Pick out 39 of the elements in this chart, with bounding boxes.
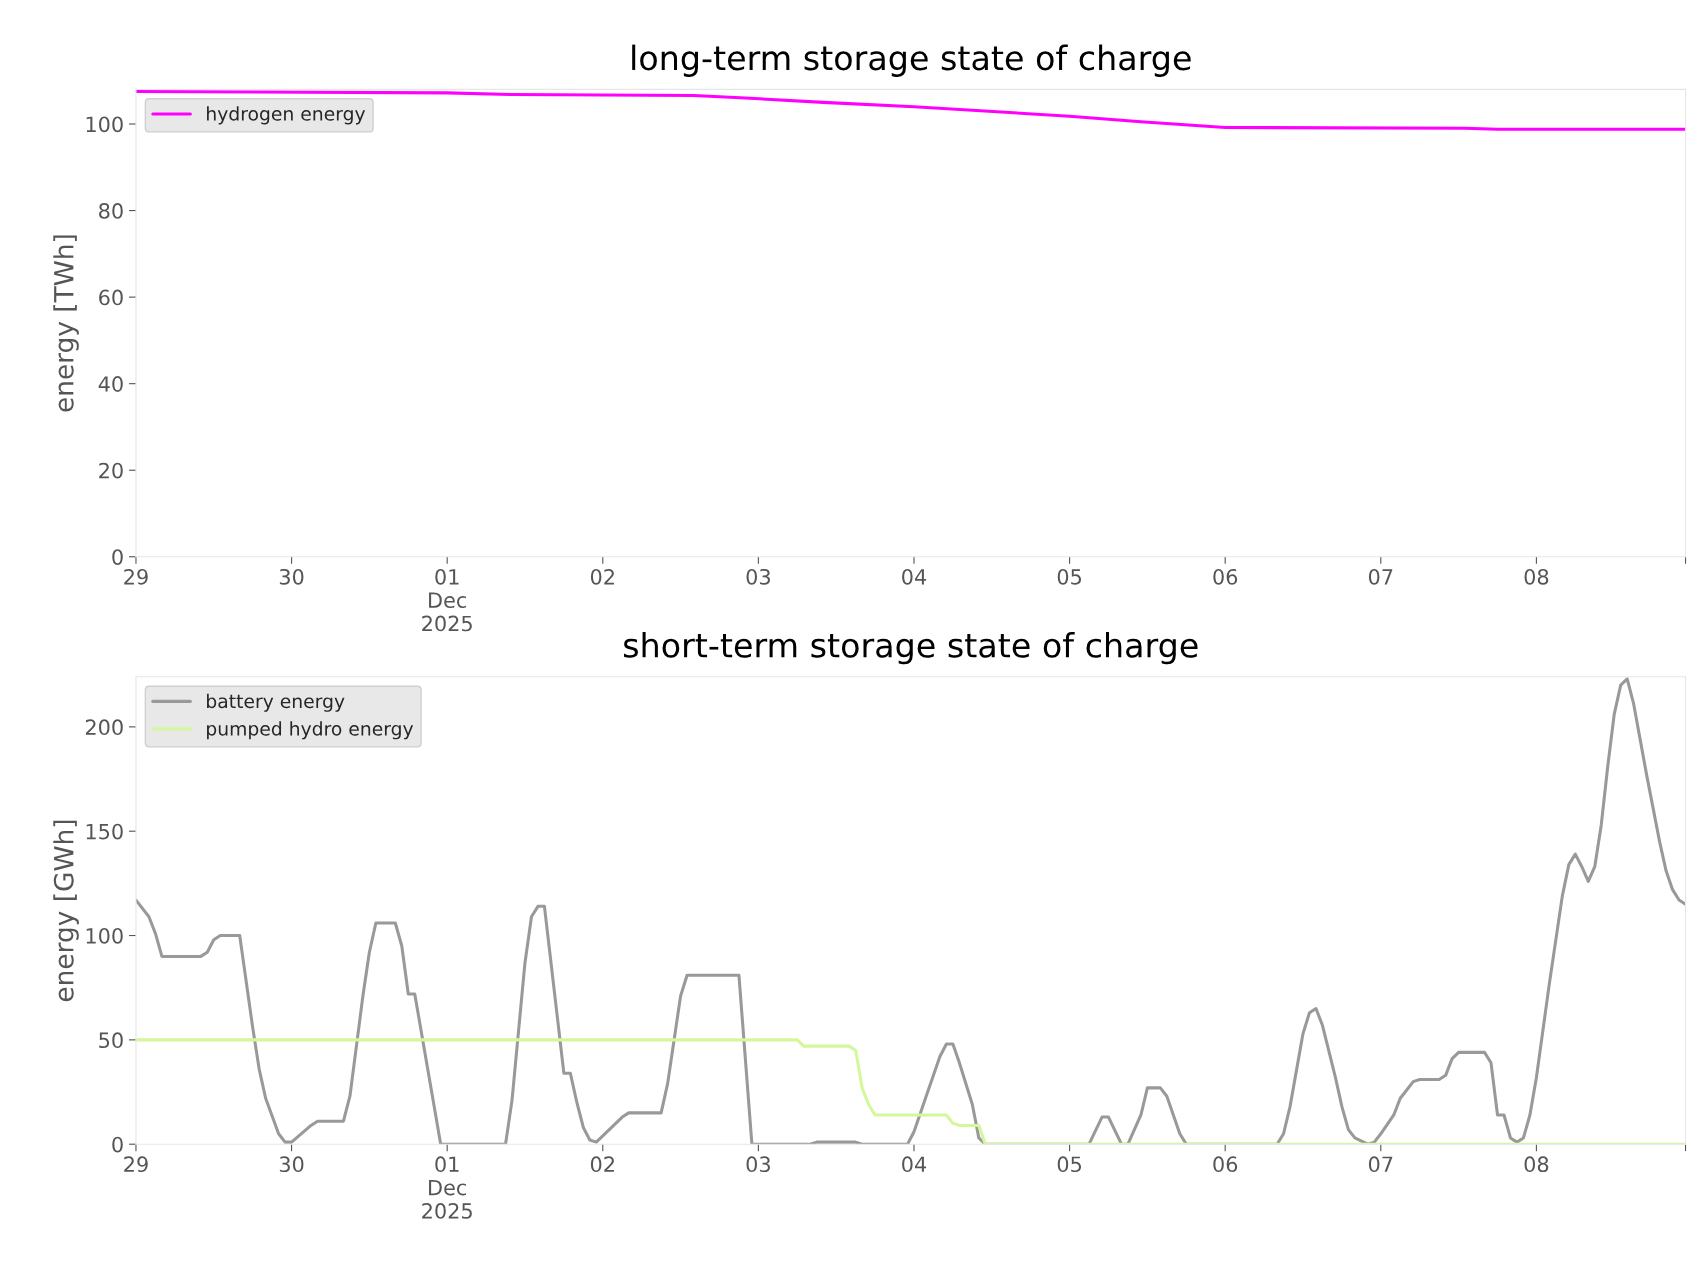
x-tick-label: 06 xyxy=(1213,568,1238,585)
y-axis-title: energy [GWh] xyxy=(53,820,79,1002)
x-tick-label: 30 xyxy=(279,1156,304,1173)
x-tick-label: 08 xyxy=(1524,1156,1549,1173)
chart-title: long-term storage state of charge xyxy=(632,44,1191,77)
x-tick-label: 29 xyxy=(124,1156,148,1173)
y-tick-label: 80 xyxy=(99,203,123,219)
y-tick-label: 100 xyxy=(86,116,123,133)
x-tick-label: 02 xyxy=(590,568,614,585)
x-tick-label: 07 xyxy=(1368,568,1393,585)
y-tick-label: 150 xyxy=(86,823,123,840)
y-axis-title: energy [TWh] xyxy=(53,235,79,412)
x-tick-label: 29 xyxy=(124,568,148,585)
y-tick-label: 100 xyxy=(86,927,123,944)
x-tick-label: 03 xyxy=(746,568,770,585)
x-tick-label: 03 xyxy=(746,1156,770,1173)
x-tick-label: 02 xyxy=(590,1156,614,1173)
y-tick-label: 60 xyxy=(99,289,123,306)
x-tick-label: 04 xyxy=(902,1156,927,1173)
line-series xyxy=(135,677,1686,1145)
x-tick-label: 30 xyxy=(279,568,304,585)
x-tick-label: 08 xyxy=(1524,568,1549,585)
x-tick-label: 07 xyxy=(1368,1156,1393,1173)
y-tick-label: 50 xyxy=(99,1032,123,1049)
x-tick-label: 01 Dec 2025 xyxy=(422,1156,472,1219)
y-tick-label: 40 xyxy=(98,376,123,392)
y-tick-label: 20 xyxy=(99,462,123,479)
y-tick-label: 0 xyxy=(112,1136,123,1153)
y-tick-label: 0 xyxy=(112,549,123,565)
x-tick-label: 06 xyxy=(1213,1156,1238,1173)
y-tick-label: 200 xyxy=(85,719,123,736)
legend-label: pumped hydro energy xyxy=(207,721,414,740)
x-tick-label: 05 xyxy=(1057,1156,1082,1173)
chart-title: short-term storage state of charge xyxy=(624,632,1198,665)
x-tick-label: 04 xyxy=(902,568,927,585)
x-tick-label: 05 xyxy=(1057,568,1082,585)
legend-label: battery energy xyxy=(207,693,345,712)
legend-label: hydrogen energy xyxy=(207,106,366,125)
x-tick-label: 01 Dec 2025 xyxy=(422,568,472,632)
